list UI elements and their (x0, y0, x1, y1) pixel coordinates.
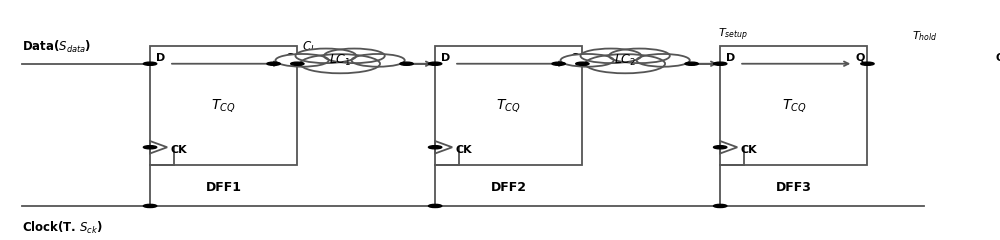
Circle shape (428, 146, 442, 149)
Text: $T_{CQ}$: $T_{CQ}$ (211, 97, 236, 114)
Ellipse shape (609, 48, 670, 63)
Circle shape (714, 204, 727, 208)
Text: D: D (726, 53, 735, 63)
Circle shape (714, 62, 727, 65)
Text: $T_{setup}$: $T_{setup}$ (718, 27, 748, 43)
Ellipse shape (585, 54, 665, 73)
Ellipse shape (561, 54, 614, 67)
Circle shape (400, 62, 413, 65)
Bar (720, 46, 867, 165)
Ellipse shape (300, 54, 380, 73)
Ellipse shape (275, 54, 329, 67)
Text: CK: CK (455, 144, 472, 155)
Circle shape (143, 62, 157, 65)
Circle shape (861, 62, 874, 65)
Text: Q: Q (570, 53, 580, 63)
Text: Data($S_{data}$): Data($S_{data}$) (22, 39, 91, 55)
Ellipse shape (637, 54, 690, 67)
Text: $C_L$: $C_L$ (302, 40, 316, 55)
Text: DFF3: DFF3 (776, 181, 812, 194)
Circle shape (552, 62, 565, 65)
Circle shape (428, 204, 442, 208)
Text: $T_{CQ}$: $T_{CQ}$ (496, 97, 521, 114)
Text: Q: Q (855, 53, 865, 63)
Circle shape (267, 62, 280, 65)
Text: $T_{CQ}$: $T_{CQ}$ (782, 97, 806, 114)
Circle shape (143, 146, 157, 149)
Text: D: D (441, 53, 450, 63)
Ellipse shape (324, 48, 385, 63)
Text: $LC_1$: $LC_1$ (329, 53, 351, 68)
Bar (435, 46, 582, 165)
Circle shape (576, 62, 589, 65)
Ellipse shape (580, 48, 641, 63)
Text: $LC_2$: $LC_2$ (614, 53, 636, 68)
Text: Q: Q (996, 53, 1000, 63)
Text: CK: CK (740, 144, 757, 155)
Text: DFF1: DFF1 (206, 181, 242, 194)
Text: Clock(T. $S_{ck}$): Clock(T. $S_{ck}$) (22, 220, 103, 236)
Ellipse shape (295, 48, 356, 63)
Bar (150, 46, 297, 165)
Text: Q: Q (285, 53, 294, 63)
Text: CK: CK (170, 144, 187, 155)
Ellipse shape (351, 54, 405, 67)
Circle shape (714, 146, 727, 149)
Text: DFF2: DFF2 (491, 181, 527, 194)
Text: $T_{hold}$: $T_{hold}$ (912, 30, 937, 43)
Text: D: D (156, 53, 165, 63)
Circle shape (143, 204, 157, 208)
Circle shape (291, 62, 304, 65)
Circle shape (428, 62, 442, 65)
Circle shape (685, 62, 698, 65)
